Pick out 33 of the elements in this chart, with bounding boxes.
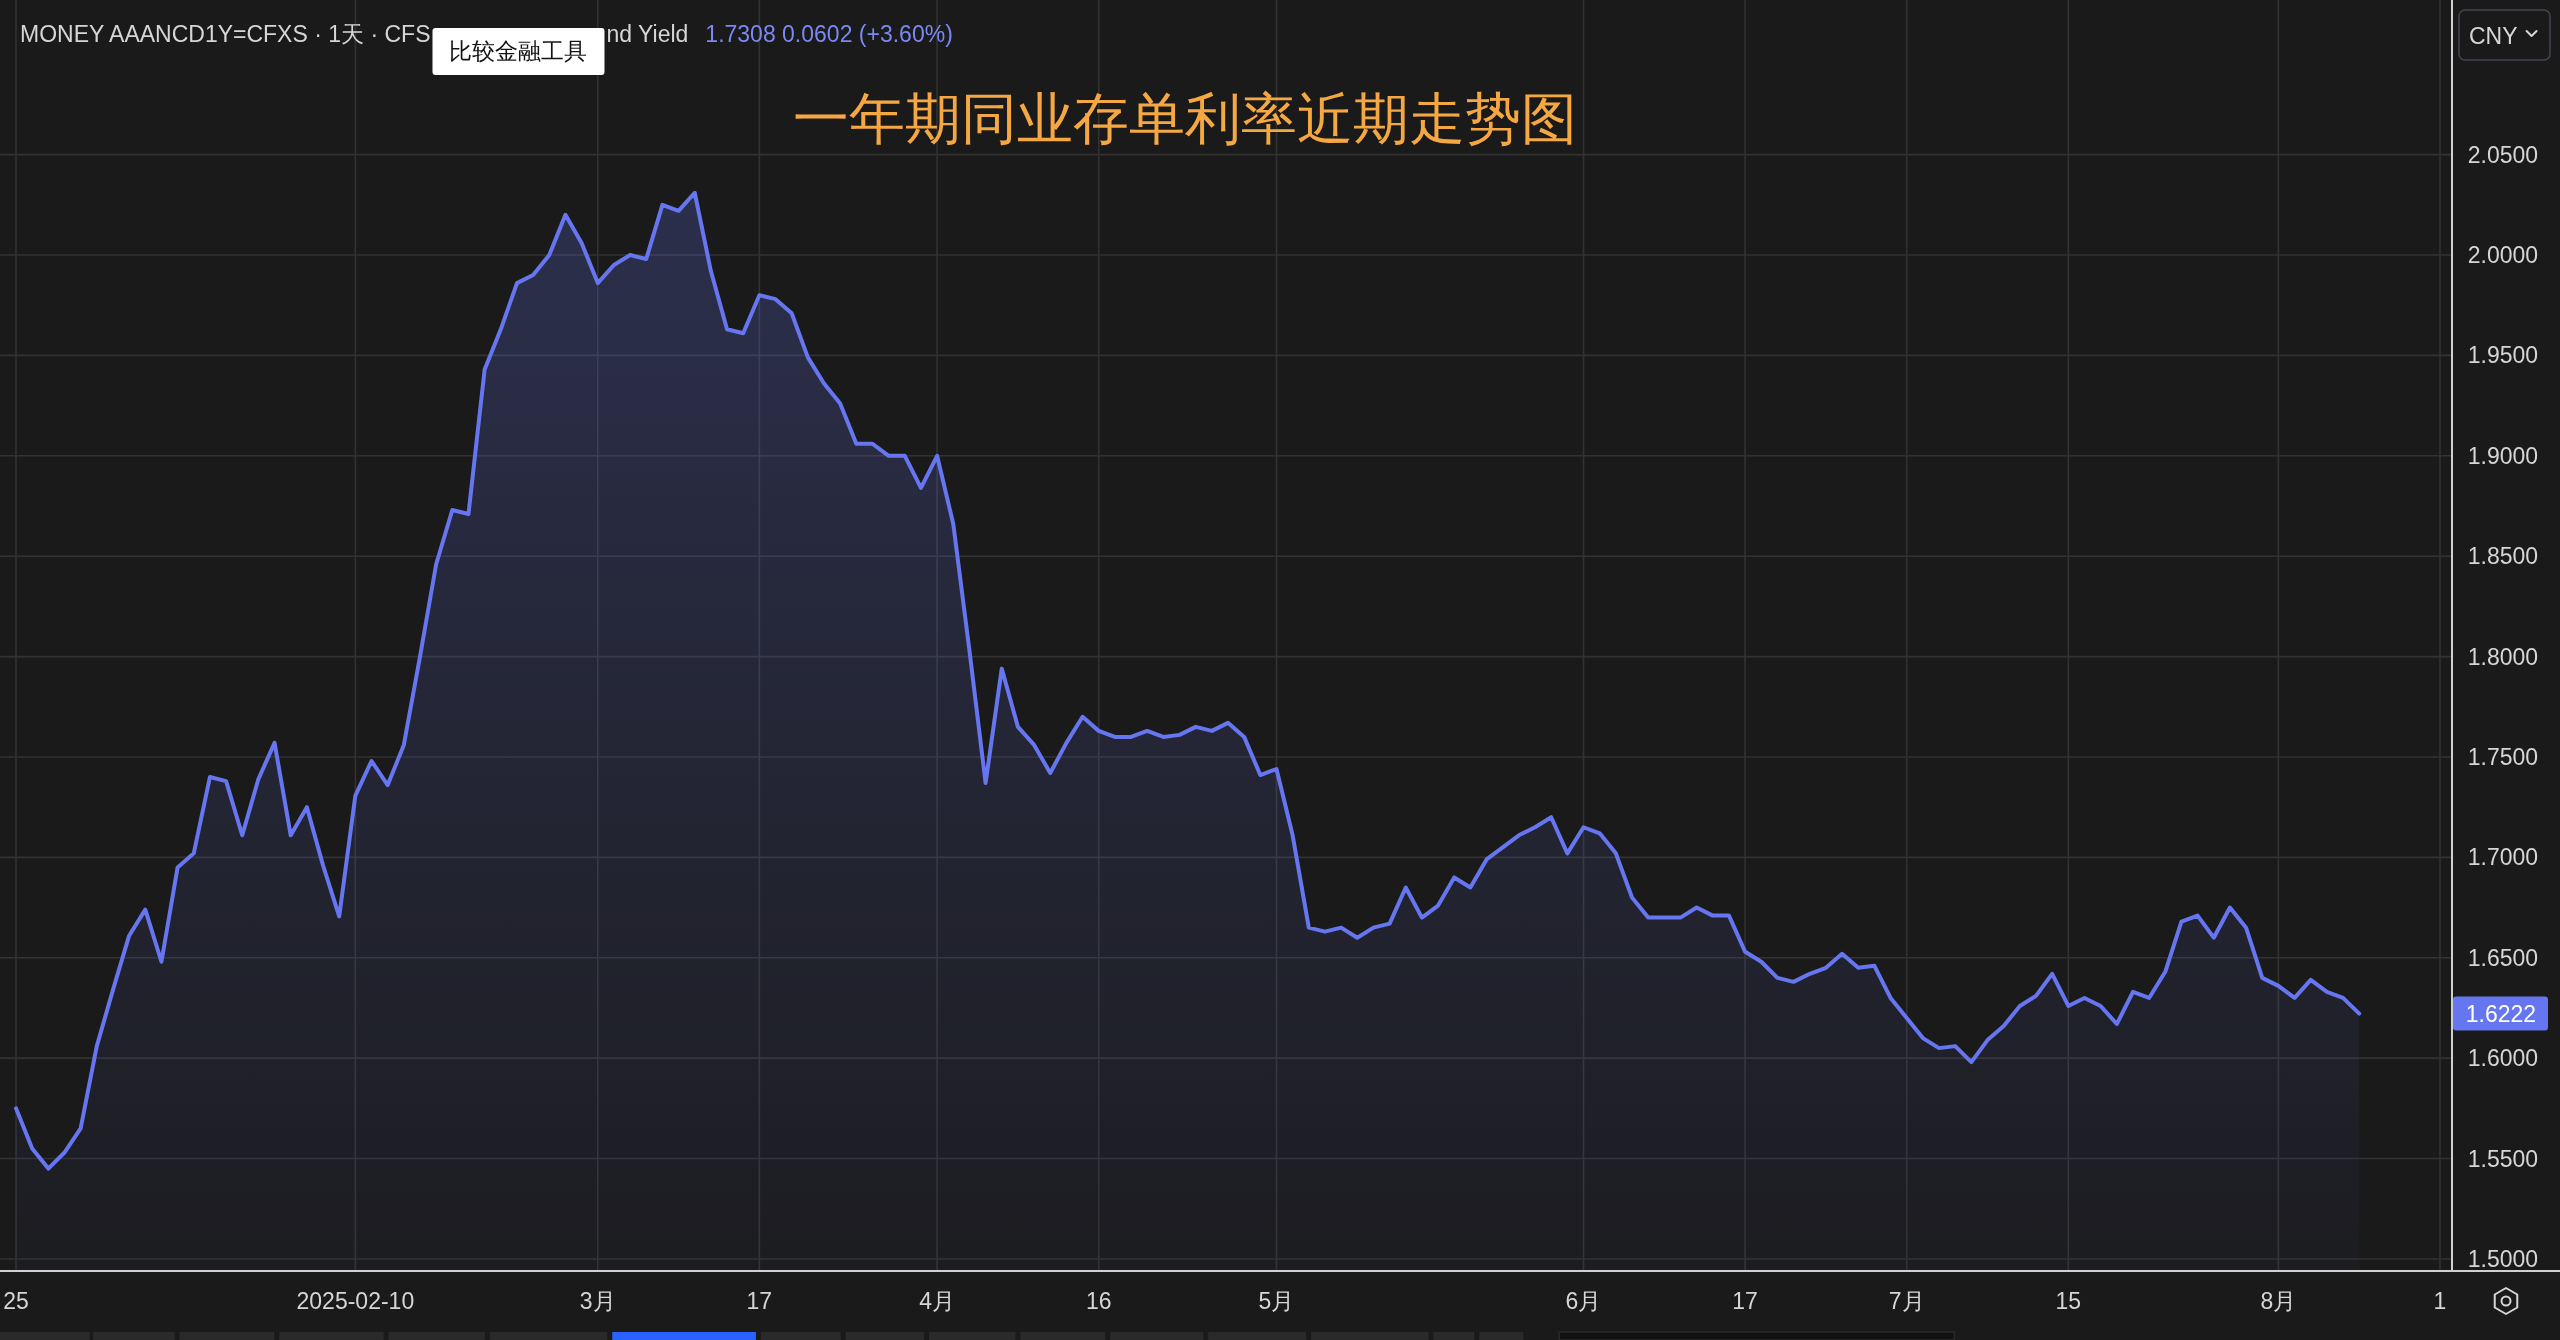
y-tick-label: 1.7000 <box>2467 844 2539 871</box>
x-tick-label: 17 <box>1732 1288 1758 1314</box>
y-tick-label: 1.6000 <box>2467 1045 2539 1072</box>
annotation: 1.7308 0.0602 (+3.60%) <box>705 21 953 47</box>
x-tick-label: 7月 <box>1888 1288 1925 1314</box>
currency-button: CNY <box>2458 9 2551 61</box>
last-value-label: 1.6222 <box>2453 996 2548 1031</box>
tooltip: 比较金融工具 <box>432 28 605 75</box>
x-tick-label: 17 <box>746 1288 773 1314</box>
y-tick-label: 1.5000 <box>2467 1245 2539 1272</box>
annotation: 比较金融工具 <box>449 38 588 64</box>
annotation: MONEY AAANCD1Y=CFXS · 1天 · CFS <box>20 21 431 47</box>
x-tick-label: 2025-02-10 <box>296 1288 415 1314</box>
y-tick-label: 1.7500 <box>2467 743 2539 770</box>
x-tick-label: 25 <box>3 1288 29 1314</box>
y-tick-label: 2.0500 <box>2467 141 2539 168</box>
x-tick-label: 8月 <box>2260 1288 2297 1314</box>
y-tick-label: 2.0000 <box>2467 242 2539 268</box>
x-tick-label: 5月 <box>1258 1288 1295 1314</box>
y-tick-label: 1.8500 <box>2467 543 2539 570</box>
y-tick-label: 1.8000 <box>2467 643 2539 670</box>
x-tick-label: 4月 <box>919 1288 956 1314</box>
annotation: nd Yield <box>606 21 689 47</box>
y-tick-label: 1.6500 <box>2467 944 2539 971</box>
x-tick-label: 1 <box>2433 1288 2447 1314</box>
y-tick-label: 1.9500 <box>2467 342 2539 369</box>
y-tick-label: 1.5500 <box>2467 1145 2539 1172</box>
x-tick-label: 15 <box>2055 1288 2082 1314</box>
x-tick-label: 6月 <box>1565 1288 1602 1314</box>
x-tick-label: 3月 <box>579 1288 616 1314</box>
text: 一年期同业存单利率近期走势图 <box>793 87 1577 150</box>
y-tick-label: 1.9000 <box>2467 442 2539 469</box>
x-tick-label: 16 <box>1085 1288 1112 1314</box>
